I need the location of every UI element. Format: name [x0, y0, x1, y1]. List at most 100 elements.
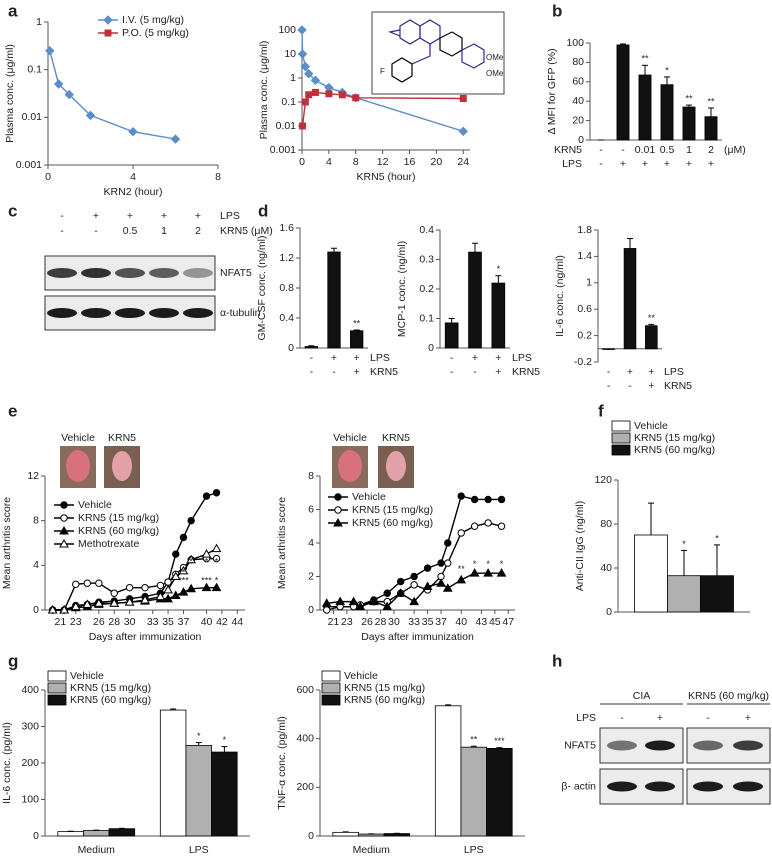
marker	[128, 126, 138, 137]
x-tick-label: 21	[328, 616, 340, 628]
x-tick-label: 4	[130, 171, 136, 183]
row-cell: +	[657, 712, 663, 724]
x-tick-label: 8	[215, 171, 221, 183]
marker	[59, 604, 70, 614]
x-tick-label: 42	[216, 616, 228, 628]
y-tick-label: 100	[566, 37, 584, 49]
significance: *	[215, 575, 219, 585]
x-tick-label: 0	[299, 156, 305, 168]
significance: *	[215, 556, 219, 566]
marker	[170, 134, 181, 144]
y-tick-label: 60	[572, 76, 584, 88]
x-tick-label: LPS	[464, 844, 484, 856]
marker	[140, 594, 150, 604]
y-axis-label: TNF-α conc. (pg/ml)	[276, 716, 288, 810]
row-cell: 2	[195, 225, 201, 237]
y-tick-label: 8	[308, 470, 314, 482]
bar	[57, 831, 84, 837]
x-tick-label: 37	[178, 616, 190, 628]
blot-band	[81, 308, 111, 318]
blot-band	[47, 308, 77, 318]
marker	[470, 495, 479, 504]
x-tick-label: 37	[435, 616, 447, 628]
y-tick-label: 200	[21, 757, 39, 769]
bar	[704, 116, 718, 141]
marker	[201, 582, 212, 592]
row-cell: -	[332, 366, 336, 378]
marker	[459, 94, 467, 102]
row-cell: -	[60, 225, 64, 237]
y-axis-label: Mean arthritis score	[1, 497, 13, 589]
marker	[323, 606, 331, 614]
row-cell: +	[620, 158, 626, 170]
y-tick-label: 40	[572, 95, 584, 107]
blot-band	[607, 781, 637, 792]
y-tick-label: 0	[33, 604, 39, 616]
bar	[468, 251, 482, 349]
marker	[47, 604, 58, 614]
paw	[112, 451, 132, 481]
blot-band	[47, 268, 77, 278]
x-tick-label: 21	[55, 616, 67, 628]
row-cell: +	[495, 352, 501, 364]
marker	[82, 599, 93, 608]
marker	[437, 559, 445, 567]
marker	[325, 90, 333, 98]
row-cell: +	[648, 380, 654, 392]
row-cell: -	[599, 144, 603, 156]
marker	[170, 571, 181, 580]
bar	[108, 828, 136, 837]
legend-label: I.V. (5 mg/kg)	[122, 14, 184, 26]
marker	[83, 579, 92, 587]
marker	[321, 598, 332, 607]
x-tick-label: 26	[93, 616, 105, 628]
marker	[383, 589, 391, 597]
y-tick-label: 0	[288, 342, 294, 354]
structure-label: F	[380, 67, 385, 76]
band-label: NFAT5	[220, 267, 252, 279]
panel-letter: b	[552, 1, 562, 20]
marker	[170, 590, 181, 599]
row-cell: -	[607, 380, 611, 392]
legend-marker	[59, 525, 69, 535]
y-tick-label: 0.2	[577, 329, 592, 341]
row-cell: -	[450, 366, 454, 378]
y-tick-label: 0	[33, 830, 39, 842]
x-tick-label: 0	[45, 171, 51, 183]
marker	[469, 568, 480, 577]
row-cell: -	[607, 366, 611, 378]
significance: *	[223, 735, 227, 745]
marker	[211, 543, 222, 553]
x-tick-label: 26	[361, 616, 373, 628]
row-cell: -	[599, 158, 603, 170]
blot-band	[183, 308, 213, 318]
structure-label: OMe	[486, 53, 504, 62]
row-cell: -	[310, 366, 314, 378]
significance: **	[470, 735, 478, 745]
row-cell: -	[94, 225, 98, 237]
blot-band	[81, 268, 111, 278]
y-axis-label: IL-6 conc. (ng/ml)	[554, 255, 566, 337]
legend-label: P.O. (5 mg/kg)	[122, 27, 189, 39]
y-axis-label: IL-6 conc. (pg/ml)	[1, 722, 13, 804]
row-name: KRN5	[370, 366, 398, 378]
y-tick-label: 1.8	[577, 224, 592, 236]
bar	[185, 745, 212, 837]
y-tick-label: 1.4	[577, 250, 592, 262]
marker	[93, 598, 104, 607]
x-tick-label: 30	[388, 616, 400, 628]
marker	[436, 578, 446, 587]
marker	[422, 581, 433, 591]
x-tick-label: 20	[431, 156, 443, 168]
marker	[305, 91, 313, 99]
paw	[386, 451, 406, 481]
legend-label: KRN5 (15 mg/kg)	[78, 512, 159, 524]
x-tick-label: 47	[502, 616, 514, 628]
legend-label: KRN5 (60 mg/kg)	[70, 694, 151, 706]
blot-band	[115, 308, 145, 318]
row-cell: 0.5	[123, 225, 138, 237]
legend-label: Vehicle	[352, 491, 386, 503]
x-tick-label: LPS	[189, 844, 209, 856]
row-cell: -	[620, 712, 624, 724]
significance: **	[707, 96, 715, 106]
